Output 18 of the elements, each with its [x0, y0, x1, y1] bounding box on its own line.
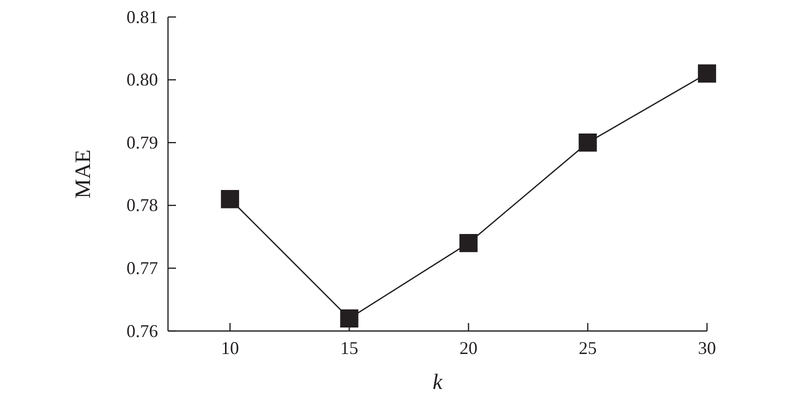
y-tick-label: 0.81: [126, 6, 158, 27]
y-tick-label: 0.79: [126, 132, 158, 152]
x-tick-label: 10: [221, 338, 240, 358]
point: [459, 234, 478, 252]
x-tick-label: 30: [698, 338, 716, 358]
x-tick-label: 25: [578, 338, 597, 358]
y-tick-label: 0.78: [126, 195, 158, 216]
x-tick-label: 20: [460, 338, 478, 358]
x-tick-label: 15: [340, 338, 358, 358]
point: [698, 64, 716, 83]
y-tick-label: 0.76: [126, 320, 158, 341]
point: [578, 134, 597, 152]
y-tick-label: 0.77: [126, 258, 158, 278]
point: [340, 309, 358, 328]
point: [220, 190, 240, 208]
y-tick-label: 0.80: [126, 70, 158, 90]
y-axis-title: MAE: [70, 150, 95, 198]
x-axis-title: k: [432, 369, 444, 394]
